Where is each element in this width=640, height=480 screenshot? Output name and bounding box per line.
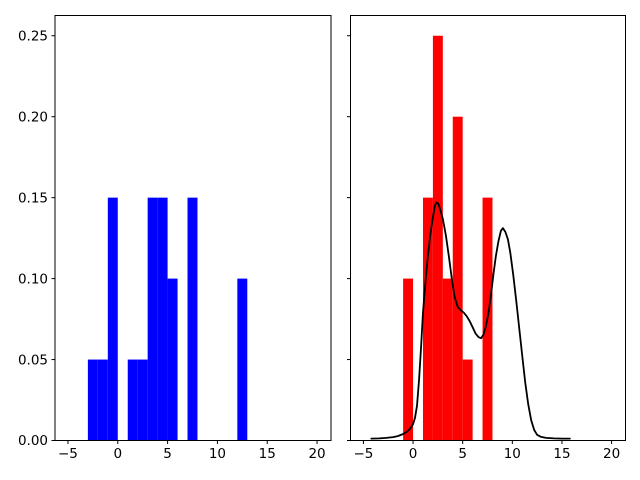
x-tick-label: 0 [409, 446, 418, 462]
right-axes: −5 0 5 10 15 20 [347, 15, 626, 462]
left-histogram-bar [97, 359, 108, 441]
left-histogram-bar [137, 359, 148, 441]
left-histogram-bar [237, 278, 248, 441]
left-histogram-bar [127, 359, 138, 441]
right-histogram-bar [462, 359, 473, 441]
left-histogram-bar [167, 278, 178, 441]
x-tick-label: 15 [259, 446, 276, 462]
right-histogram-bar [442, 278, 453, 441]
right-histogram-bar [452, 116, 463, 441]
x-tick-label: 5 [458, 446, 467, 462]
y-tick-label: 0.25 [18, 28, 48, 44]
left-histogram-bar [107, 197, 118, 441]
left-axes: −5 0 5 10 15 20 0.00 0.05 0.10 0.15 0.20 0.25 [18, 15, 332, 462]
left-histogram-bar [187, 197, 198, 441]
left-histogram-bar [157, 197, 168, 441]
right-histogram-bar [403, 278, 414, 441]
x-tick-label: 20 [308, 446, 325, 462]
x-tick-label: 10 [209, 446, 226, 462]
x-tick-label: 10 [504, 446, 521, 462]
x-tick-label: 15 [553, 446, 570, 462]
left-histogram-bars [87, 197, 248, 441]
x-tick-label: 0 [113, 446, 122, 462]
left-histogram-bar [87, 359, 98, 441]
right-axes-frame [350, 15, 626, 441]
y-tick-label: 0.05 [18, 352, 48, 368]
y-tick-label: 0.20 [18, 109, 48, 125]
x-tick-label: −5 [58, 446, 78, 462]
right-histogram-bar [432, 35, 443, 441]
y-tick-label: 0.15 [18, 190, 48, 206]
left-axes-frame [54, 15, 332, 441]
right-histogram-bars [403, 35, 493, 441]
right-histogram-bar [422, 197, 433, 441]
x-tick-label: 5 [163, 446, 172, 462]
x-tick-label: −5 [353, 446, 373, 462]
y-tick-label: 0.10 [18, 271, 48, 287]
kde-curve [370, 201, 571, 440]
left-histogram-bar [147, 197, 158, 441]
x-tick-label: 20 [603, 446, 620, 462]
y-tick-label: 0.00 [18, 433, 48, 449]
